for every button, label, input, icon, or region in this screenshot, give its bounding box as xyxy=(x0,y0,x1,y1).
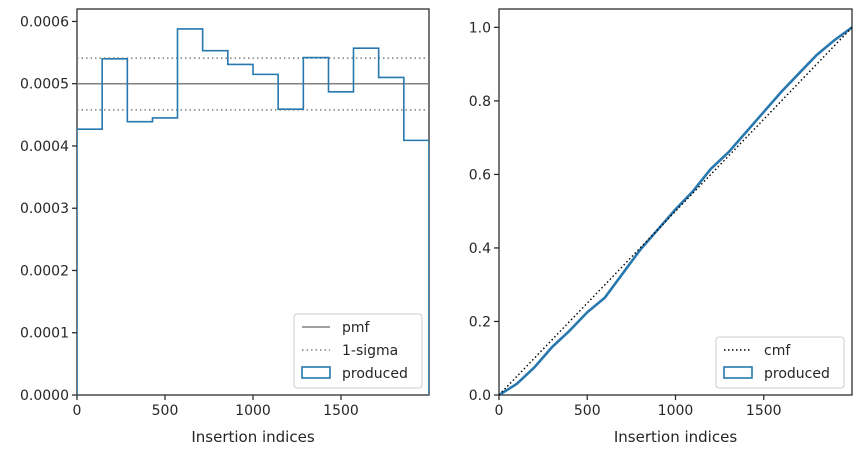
right-y-tick-label: 0.8 xyxy=(469,94,491,110)
left-y-tick-label: 0.0005 xyxy=(20,77,69,93)
right-y-tick-label: 0.6 xyxy=(469,167,491,183)
left-y-tick-label: 0.0006 xyxy=(20,14,69,30)
left-plot-area xyxy=(77,28,429,395)
right-cumulative-plot: 0 500 1000 1500 0.0 0.2 0.4 0.6 0.8 1.0 Insertion … xyxy=(469,8,853,446)
right-x-tick-label: 1500 xyxy=(746,403,782,419)
legend-produced-label: produced xyxy=(342,366,408,382)
left-x-tick-label: 1500 xyxy=(323,403,359,419)
right-x-tick-label: 1000 xyxy=(658,403,694,419)
left-y-tick-label: 0.0001 xyxy=(20,326,69,342)
left-y-tick-label: 0.0000 xyxy=(20,388,69,404)
cmf-line xyxy=(499,26,852,395)
left-y-tick-label: 0.0002 xyxy=(20,263,69,279)
right-x-tick-label: 0 xyxy=(495,403,504,419)
left-x-tick-label: 0 xyxy=(73,403,82,419)
right-x-tick-label: 500 xyxy=(574,403,601,419)
produced-cumulative-line xyxy=(499,26,852,395)
legend-sigma-label: 1-sigma xyxy=(342,343,398,359)
left-legend: pmf 1-sigma produced xyxy=(293,313,423,389)
left-x-tick-label: 500 xyxy=(152,403,179,419)
left-y-tick-label: 0.0003 xyxy=(20,201,69,217)
right-legend: cmf produced xyxy=(715,336,845,389)
legend-pmf-label: pmf xyxy=(342,320,371,336)
right-y-tick-label: 0.4 xyxy=(469,241,491,257)
right-y-tick-label: 0.2 xyxy=(469,314,491,330)
right-x-axis-label: Insertion indices xyxy=(614,428,737,446)
right-y-tick-label: 0.0 xyxy=(469,388,491,404)
produced-step-histogram xyxy=(77,28,429,395)
legend-produced-swatch xyxy=(301,366,331,379)
right-y-tick-label: 1.0 xyxy=(469,20,491,36)
left-histogram-plot: 0 500 1000 1500 0.0000 0.0001 0.0002 0.0003 0.00… xyxy=(20,8,430,446)
legend-cmf-label: cmf xyxy=(764,343,791,359)
legend-produced-swatch-right xyxy=(723,366,753,379)
right-plot-area xyxy=(499,26,852,395)
legend-produced-label-right: produced xyxy=(764,366,830,382)
left-legend-frame xyxy=(293,313,423,389)
left-y-tick-label: 0.0004 xyxy=(20,139,69,155)
left-x-axis-label: Insertion indices xyxy=(191,428,314,446)
left-x-tick-label: 1000 xyxy=(235,403,271,419)
